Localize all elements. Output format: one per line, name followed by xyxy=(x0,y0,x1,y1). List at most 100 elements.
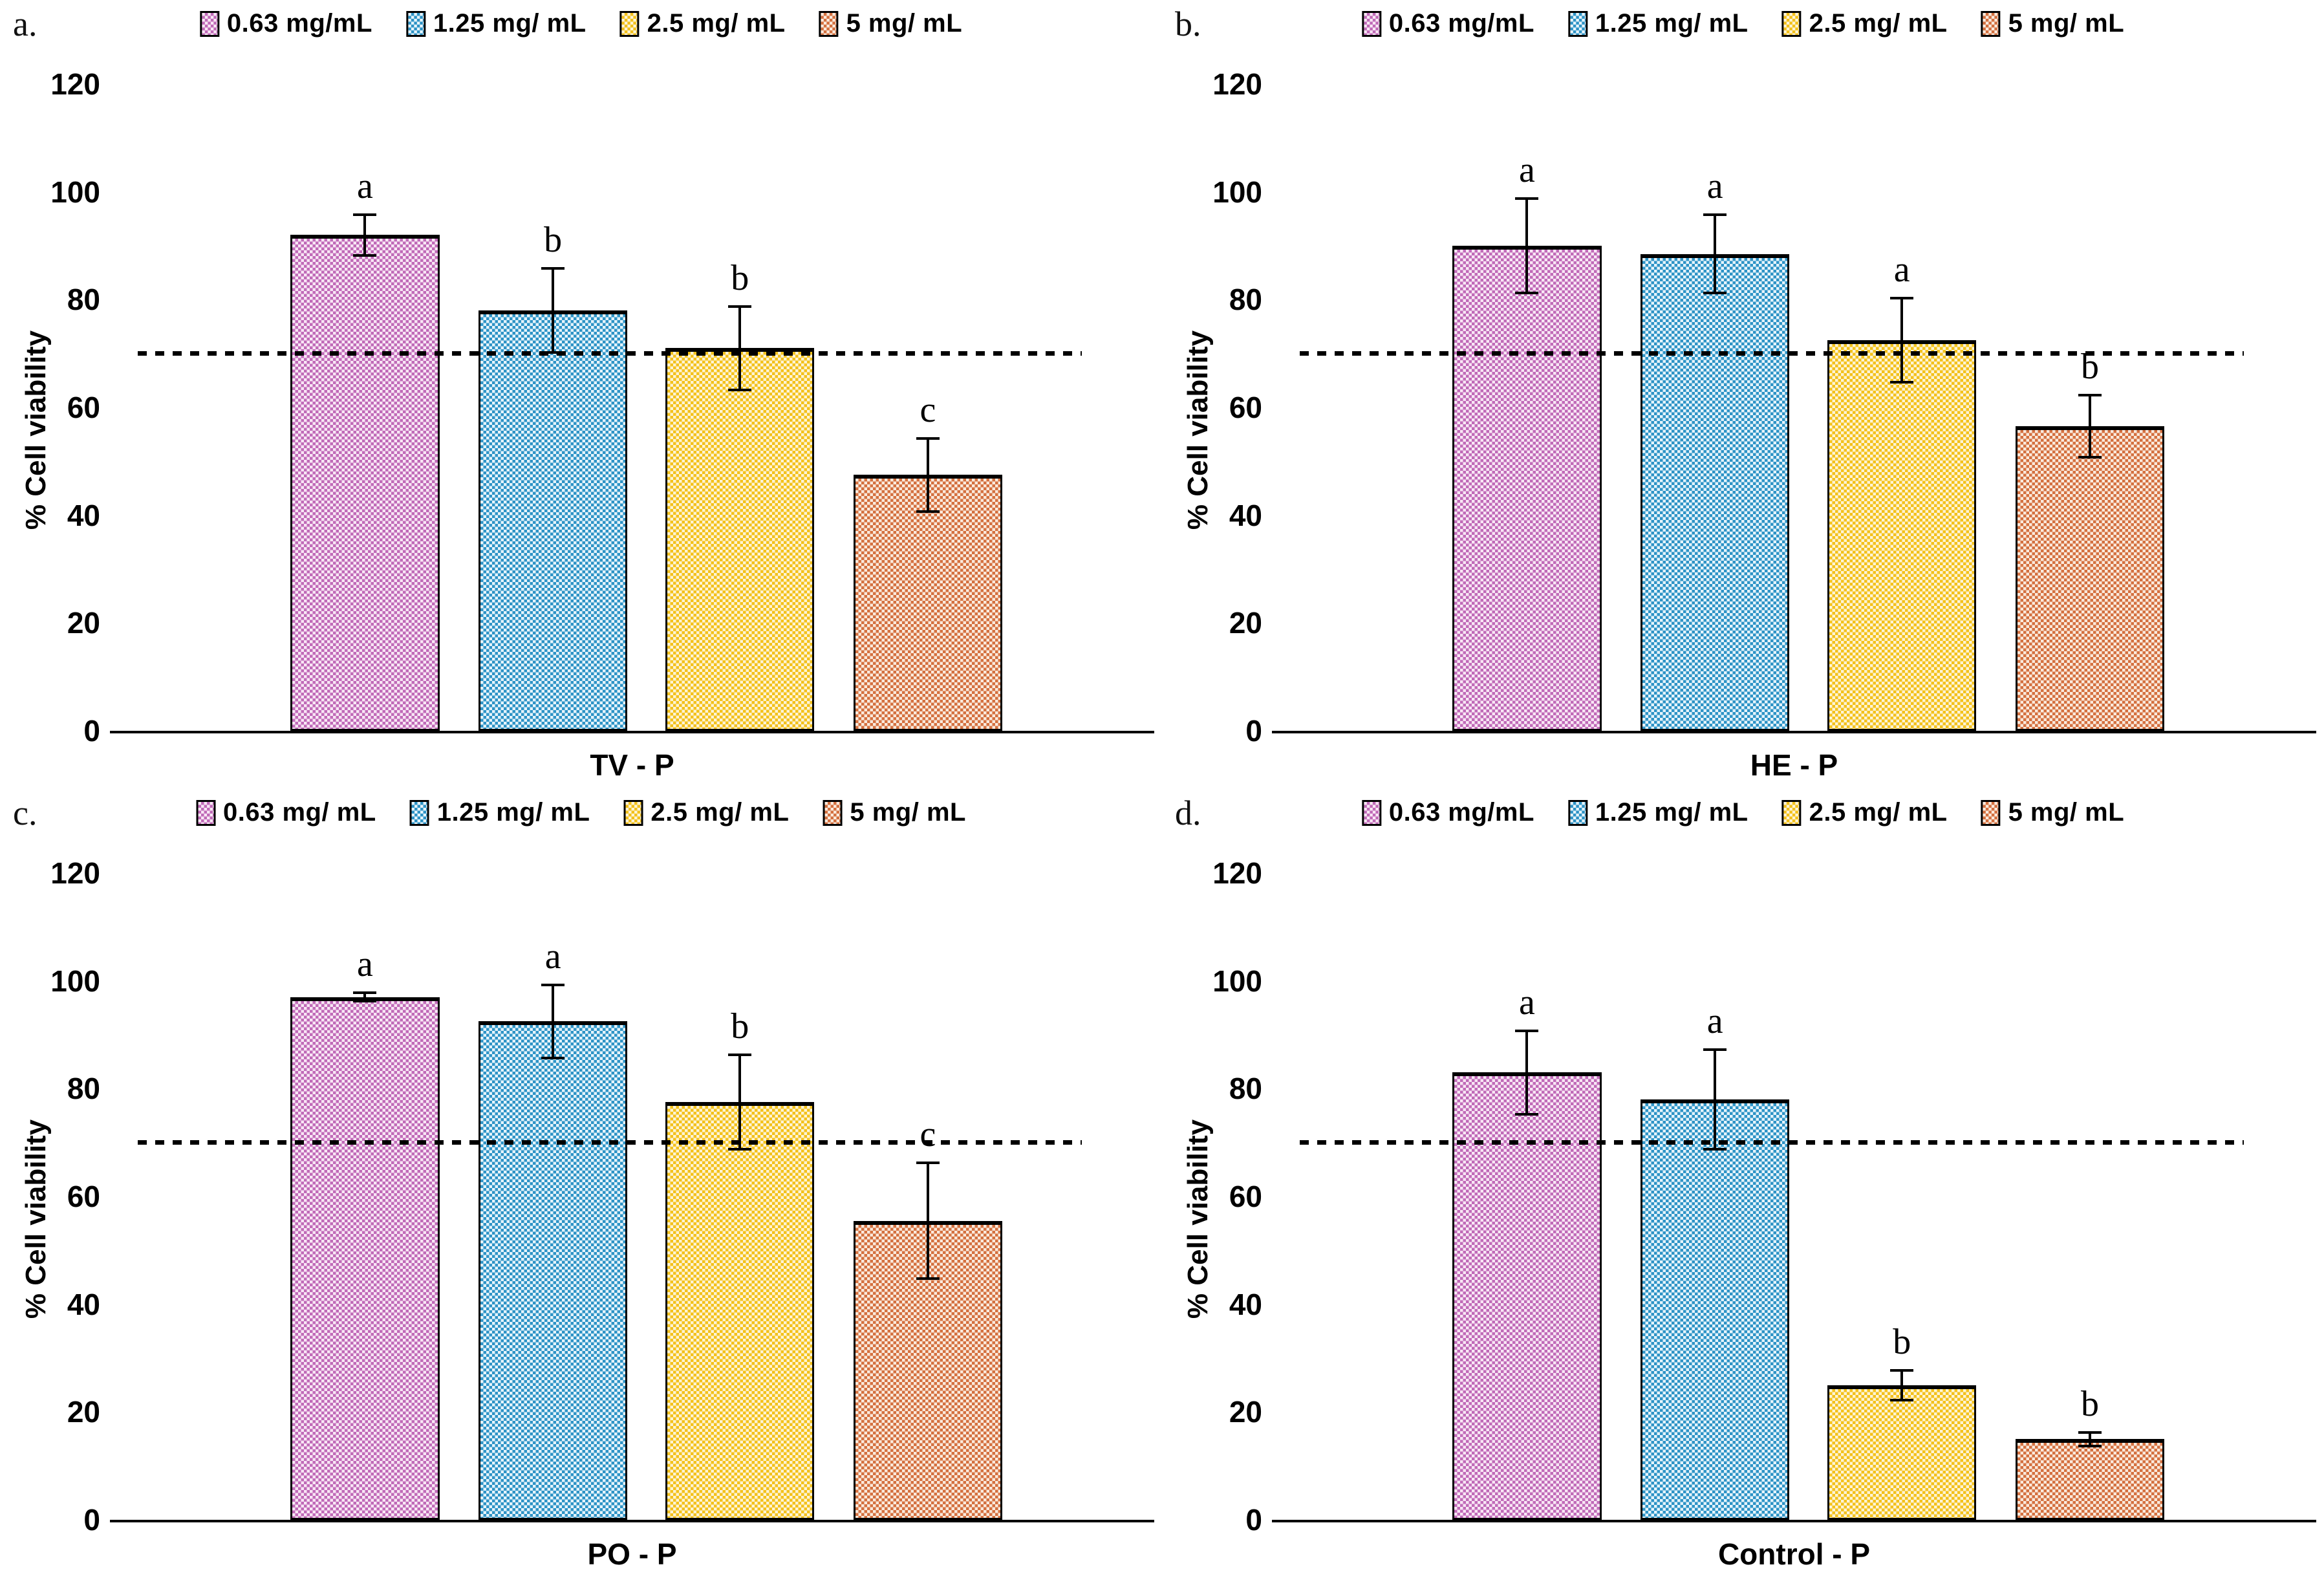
legend-swatch-icon xyxy=(1567,10,1587,37)
bar-2.5mgml xyxy=(1827,340,1977,731)
significance-letter: a xyxy=(1706,166,1723,206)
legend-label: 1.25 mg/ mL xyxy=(433,9,586,38)
error-bar xyxy=(541,267,565,354)
plot-area: a a b b xyxy=(1272,873,2316,1522)
y-tick-label: 60 xyxy=(1229,1180,1262,1213)
error-bar xyxy=(1703,1048,1727,1151)
significance-letter: a xyxy=(1706,1000,1723,1041)
error-bar xyxy=(541,983,565,1059)
significance-letter: a xyxy=(357,166,373,206)
significance-letter: b xyxy=(1893,1321,1911,1362)
error-bar xyxy=(1515,197,1539,294)
legend-item: 5 mg/ mL xyxy=(823,798,966,827)
legend-item: 5 mg/ mL xyxy=(1981,798,2125,827)
legend-label: 0.63 mg/mL xyxy=(1388,9,1534,38)
legend: 0.63 mg/ mL 1.25 mg/ mL 2.5 mg/ mL 5 mg/ mL xyxy=(196,798,966,827)
legend-swatch-icon xyxy=(199,10,219,37)
bar-0.63mgml xyxy=(290,235,440,731)
legend-item: 0.63 mg/mL xyxy=(1361,798,1534,827)
bar-1.25mgml xyxy=(479,310,628,731)
legend-swatch-icon xyxy=(623,799,643,826)
x-axis-label: HE - P xyxy=(1750,748,1838,782)
y-tick-label: 120 xyxy=(1212,67,1262,101)
legend-item: 2.5 mg/ mL xyxy=(1781,9,1948,38)
y-tick-label: 60 xyxy=(1229,391,1262,424)
panel-b: b. 0.63 mg/mL 1.25 mg/ mL 2.5 mg/ mL 5 mg/ … xyxy=(1162,0,2324,789)
error-bar xyxy=(1703,213,1727,294)
legend-label: 5 mg/ mL xyxy=(850,798,966,827)
threshold-dotted-line xyxy=(138,351,1082,356)
significance-letter: a xyxy=(1893,250,1910,290)
panel-letter: d. xyxy=(1175,794,1201,832)
y-tick-label: 20 xyxy=(1229,606,1262,640)
legend-swatch-icon xyxy=(409,799,429,826)
legend: 0.63 mg/mL 1.25 mg/ mL 2.5 mg/ mL 5 mg/ mL xyxy=(1361,798,2125,827)
y-tick-label: 40 xyxy=(1229,1287,1262,1321)
panel-c: c. 0.63 mg/ mL 1.25 mg/ mL 2.5 mg/ mL 5 mg/… xyxy=(0,789,1162,1578)
y-tick-label: 40 xyxy=(1229,498,1262,532)
bar-5mgml xyxy=(2015,426,2164,731)
error-bar xyxy=(1890,1368,1914,1401)
legend-item: 1.25 mg/ mL xyxy=(1567,9,1748,38)
significance-letter: a xyxy=(544,936,561,977)
legend-item: 1.25 mg/ mL xyxy=(1567,798,1748,827)
bar-5mgml xyxy=(853,475,1002,731)
legend-swatch-icon xyxy=(619,10,640,37)
legend-label: 2.5 mg/ mL xyxy=(1809,9,1948,38)
y-tick-label: 20 xyxy=(67,606,100,640)
legend-label: 5 mg/ mL xyxy=(2008,798,2125,827)
legend-swatch-icon xyxy=(819,10,839,37)
legend-item: 1.25 mg/ mL xyxy=(405,9,586,38)
legend-swatch-icon xyxy=(196,799,216,826)
significance-letter: a xyxy=(357,944,373,985)
legend-item: 2.5 mg/ mL xyxy=(623,798,789,827)
plot-area: a a b c xyxy=(110,873,1154,1522)
legend-swatch-icon xyxy=(823,799,843,826)
y-tick-label: 100 xyxy=(1212,175,1262,209)
legend-item: 0.63 mg/mL xyxy=(1361,9,1534,38)
y-tick-label: 60 xyxy=(67,391,100,424)
y-tick-label: 100 xyxy=(1212,964,1262,998)
error-bar xyxy=(916,437,940,513)
bar-0.63mgml xyxy=(290,997,440,1520)
legend-swatch-icon xyxy=(1361,799,1381,826)
y-tick-label: 100 xyxy=(50,175,100,209)
y-tick-label: 120 xyxy=(50,856,100,890)
legend: 0.63 mg/mL 1.25 mg/ mL 2.5 mg/ mL 5 mg/ mL xyxy=(1361,9,2125,38)
bar-0.63mgml xyxy=(1452,246,1602,731)
panel-letter: c. xyxy=(13,794,38,832)
legend-item: 2.5 mg/ mL xyxy=(1781,798,1948,827)
legend-swatch-icon xyxy=(405,10,425,37)
y-tick-label: 0 xyxy=(83,714,100,748)
legend-label: 0.63 mg/ mL xyxy=(223,798,376,827)
y-tick-label: 40 xyxy=(67,498,100,532)
bar-1.25mgml xyxy=(1641,254,1790,731)
legend-swatch-icon xyxy=(1981,10,2001,37)
y-tick-label: 120 xyxy=(1212,856,1262,890)
bar-0.63mgml xyxy=(1452,1072,1602,1520)
legend-swatch-icon xyxy=(1981,799,2001,826)
bar-2.5mgml xyxy=(1827,1385,1977,1520)
y-tick-label: 100 xyxy=(50,964,100,998)
error-bar xyxy=(353,213,377,257)
legend-label: 5 mg/ mL xyxy=(2008,9,2125,38)
panel-letter: b. xyxy=(1175,5,1201,43)
legend: 0.63 mg/mL 1.25 mg/ mL 2.5 mg/ mL 5 mg/ mL xyxy=(199,9,963,38)
threshold-dotted-line xyxy=(1300,351,2244,356)
bar-1.25mgml xyxy=(479,1021,628,1520)
x-axis-label: TV - P xyxy=(590,748,674,782)
y-tick-label: 80 xyxy=(1229,283,1262,317)
legend-label: 2.5 mg/ mL xyxy=(1809,798,1948,827)
y-tick-label: 60 xyxy=(67,1180,100,1213)
bar-5mgml xyxy=(2015,1439,2164,1520)
bar-2.5mgml xyxy=(665,348,815,731)
y-tick-label: 120 xyxy=(50,67,100,101)
legend-label: 5 mg/ mL xyxy=(846,9,963,38)
y-axis-ticks: 0 20 40 60 80 100 120 xyxy=(1188,69,1262,746)
threshold-dotted-line xyxy=(138,1140,1082,1145)
significance-letter: b xyxy=(2080,347,2099,387)
error-bar xyxy=(1515,1029,1539,1116)
panel-d: d. 0.63 mg/mL 1.25 mg/ mL 2.5 mg/ mL 5 mg/ … xyxy=(1162,789,2324,1578)
legend-label: 1.25 mg/ mL xyxy=(436,798,590,827)
error-bar xyxy=(1890,297,1914,384)
